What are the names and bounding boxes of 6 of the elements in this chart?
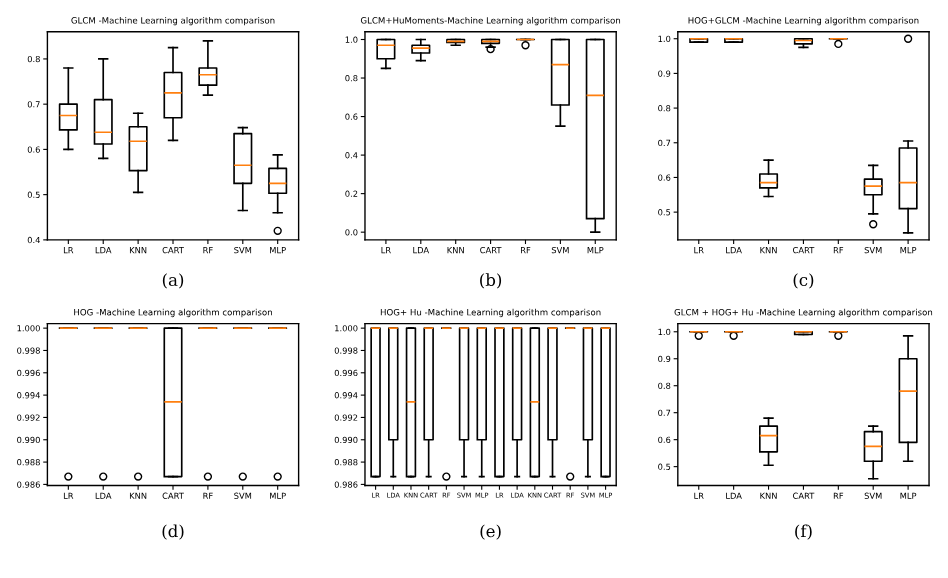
text: (f)	[795, 524, 812, 540]
text: (a)	[162, 273, 184, 289]
text: (c)	[793, 273, 814, 289]
text: (b)	[480, 273, 502, 289]
text: (d)	[162, 524, 184, 540]
text: (e)	[480, 524, 501, 540]
